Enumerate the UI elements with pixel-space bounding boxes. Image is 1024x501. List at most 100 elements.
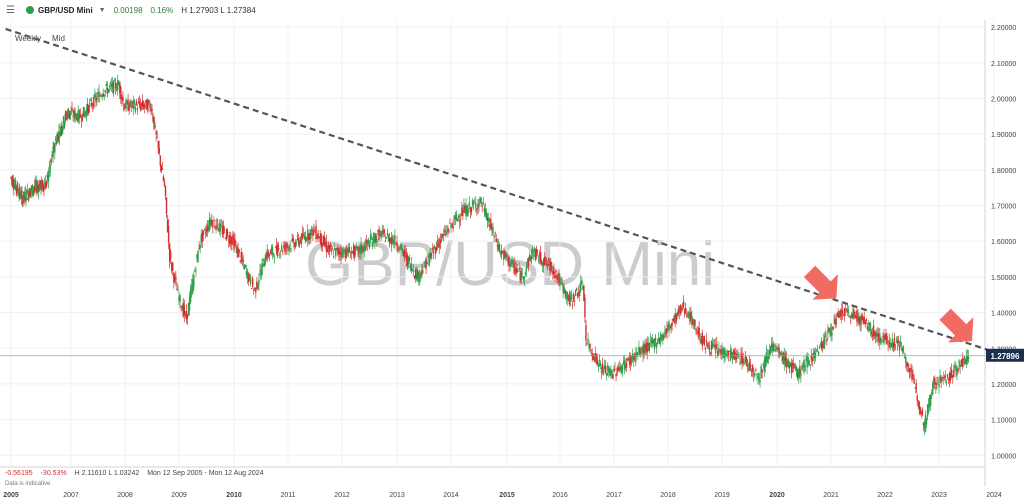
chevron-down-icon[interactable]: ▼ <box>98 6 106 14</box>
candle-up <box>939 375 941 380</box>
candle-up <box>537 259 540 261</box>
candle-down <box>155 131 157 135</box>
candle-down <box>240 251 242 259</box>
candle-down <box>119 82 121 94</box>
candle-up <box>359 246 361 253</box>
candle-down <box>703 336 706 346</box>
candle-down <box>888 339 890 343</box>
candle-up <box>273 257 276 259</box>
candle-down <box>832 326 834 330</box>
candle-down <box>893 337 896 346</box>
candle-up <box>332 255 335 257</box>
price-type-selector[interactable]: Mid <box>52 34 65 43</box>
candle-up <box>463 205 465 213</box>
hamburger-icon[interactable]: ☰ <box>6 4 15 16</box>
candle-up <box>660 334 662 342</box>
candle-down <box>169 251 172 259</box>
candle-up <box>965 356 968 364</box>
candle-up <box>51 154 53 157</box>
candle-up <box>905 357 907 364</box>
candle-up <box>427 255 429 257</box>
candle-up <box>523 276 526 280</box>
x-tick-label: 2015 <box>499 492 515 499</box>
candle-up <box>207 225 210 231</box>
candle-down <box>214 225 216 228</box>
candle-up <box>814 352 817 358</box>
candle-up <box>497 244 500 250</box>
candle-up <box>803 360 805 369</box>
candle-down <box>472 203 475 205</box>
candle-up <box>829 328 831 335</box>
candle-up <box>609 369 611 376</box>
candle-up <box>549 261 551 271</box>
candle-down <box>137 102 140 104</box>
candle-up <box>594 353 597 362</box>
interval-selector[interactable]: Weekly <box>15 34 42 43</box>
candle-up <box>642 344 644 356</box>
candle-down <box>96 98 98 101</box>
candle-down <box>892 343 895 349</box>
candle-up <box>398 250 400 252</box>
candle-down <box>152 115 154 122</box>
candle-up <box>485 212 488 221</box>
candle-down <box>368 245 371 248</box>
candle-down <box>950 369 953 378</box>
candle-up <box>760 365 762 378</box>
candle-up <box>369 235 372 241</box>
candle-down <box>755 369 757 371</box>
candle-up <box>473 202 476 204</box>
candle-up <box>188 297 191 311</box>
candle-up <box>27 189 29 194</box>
candle-up <box>896 338 899 345</box>
y-tick-label: 1.90000 <box>991 132 1016 139</box>
candle-down <box>221 228 224 235</box>
candle-up <box>218 223 220 231</box>
candle-up <box>77 109 79 122</box>
candle-down <box>157 140 159 148</box>
candle-down <box>180 306 182 308</box>
candle-up <box>628 355 631 365</box>
candle-up <box>259 270 261 272</box>
candle-down <box>567 298 570 301</box>
candle-up <box>98 91 100 103</box>
candle-down <box>964 360 967 365</box>
candle-down <box>142 104 145 109</box>
candle-down <box>205 228 208 232</box>
candle-down <box>434 247 437 254</box>
candle-up <box>927 403 930 408</box>
instrument-name[interactable]: GBP/USD Mini <box>38 5 93 15</box>
candle-down <box>498 244 501 251</box>
candle-down <box>625 362 628 368</box>
candle-down <box>673 315 675 323</box>
candle-up <box>134 107 137 112</box>
y-tick-label: 1.00000 <box>991 453 1016 460</box>
candle-up <box>900 348 903 351</box>
candle-down <box>159 155 162 166</box>
candle-up <box>295 243 298 245</box>
candle-up <box>72 116 74 117</box>
candle-down <box>185 311 188 320</box>
candle-up <box>129 100 131 107</box>
candle-down <box>171 263 173 271</box>
candle-down <box>339 251 341 254</box>
candle-up <box>262 258 264 261</box>
candle-up <box>691 315 693 326</box>
candle-down <box>700 340 702 343</box>
candle-down <box>316 237 318 239</box>
candle-up <box>610 370 612 374</box>
candle-down <box>464 205 466 213</box>
x-axis: 2005 2007 2008 2009 2010 2011 2012 2013 2014 2015… <box>3 492 1002 499</box>
candle-down <box>164 185 167 196</box>
candle-down <box>656 342 659 345</box>
candle-down <box>284 243 286 252</box>
candle-up <box>377 230 379 233</box>
candle-down <box>322 235 325 246</box>
candle-up <box>394 234 396 246</box>
y-tick-label: 2.10000 <box>991 61 1016 68</box>
candle-up <box>619 368 621 370</box>
candle-up <box>723 348 725 359</box>
candle-down <box>648 343 651 351</box>
candle-down <box>493 235 495 237</box>
candle-down <box>147 101 149 112</box>
